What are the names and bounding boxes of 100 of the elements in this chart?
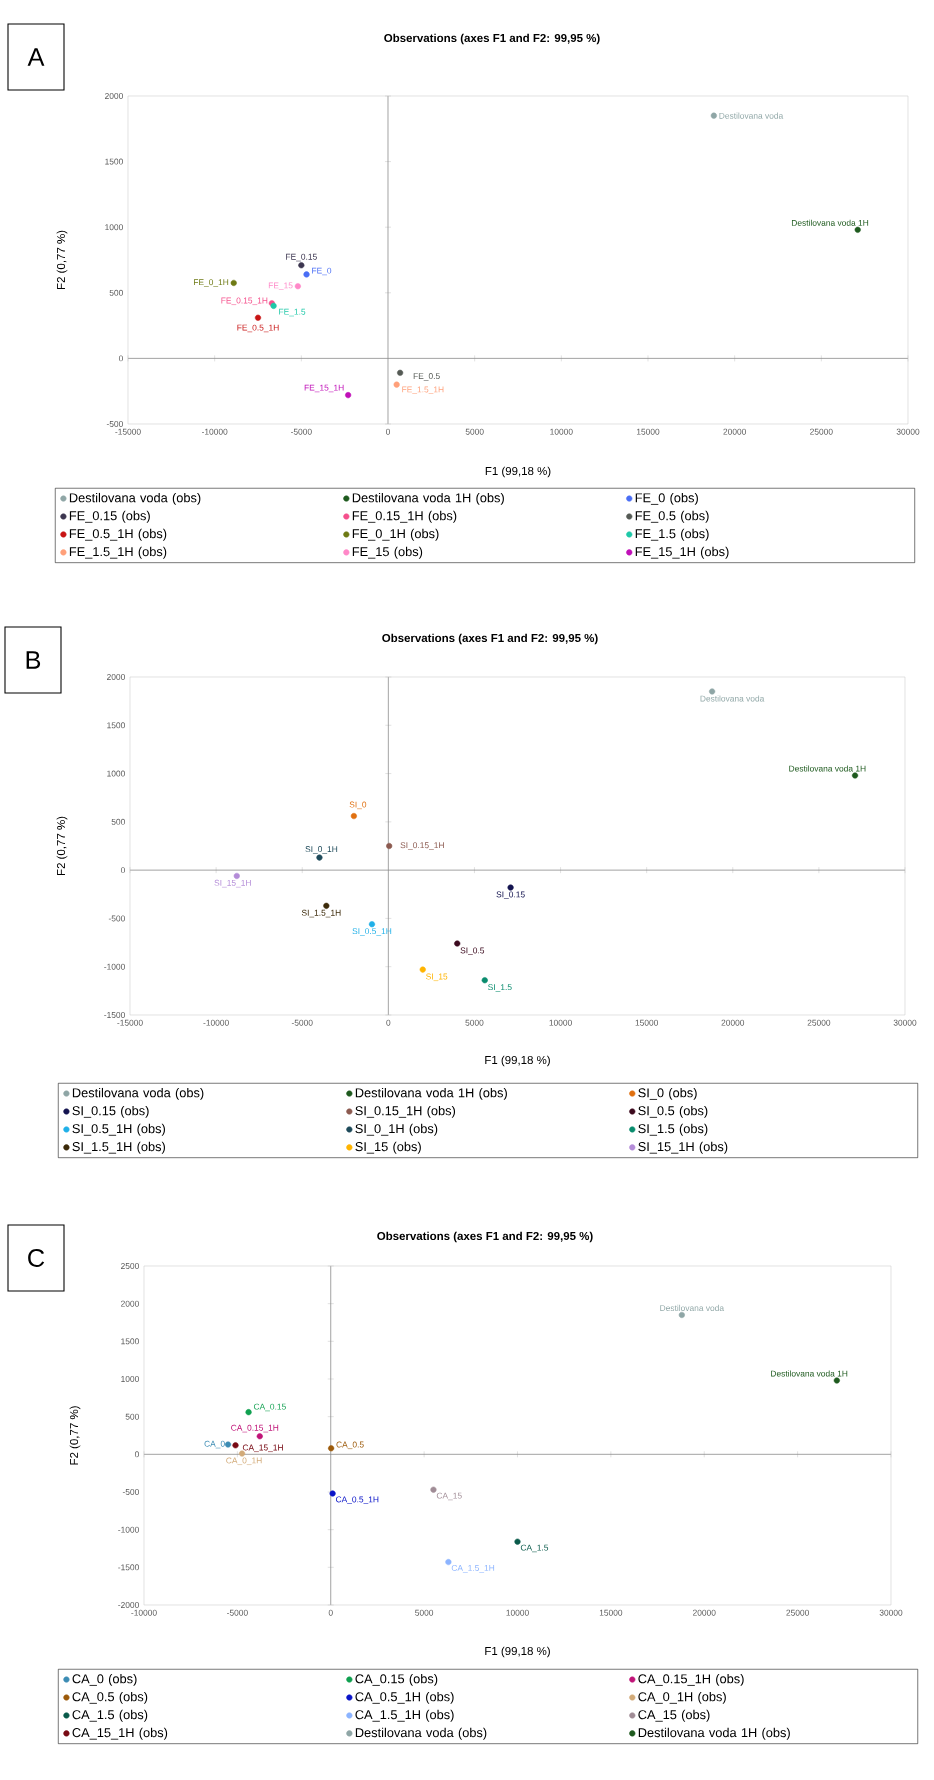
annotation: CA_0.15_1H [231,1424,279,1433]
x-axis-title: F1 (99,18 %) [485,1646,550,1658]
y-tick-label: -1000 [104,963,125,970]
point [454,940,461,947]
y-tick-label: 2000 [105,93,123,99]
annotation: FE_15 [268,282,293,290]
annotation: FE_0_1H [194,279,229,287]
x-tick-label: -5000 [291,1019,313,1026]
legend-label: FE_15_1H (obs) [635,546,729,559]
y-tick-label: -500 [108,915,125,922]
point [397,369,404,376]
y-tick-label: -1500 [104,1012,125,1018]
point [710,112,717,119]
annotation: CA_15_1H [242,1444,283,1453]
y-axis-title: F2 (0,77 %) [56,230,68,289]
x-tick-label: 15000 [635,1019,659,1026]
chart-title: Observations (axes F1 and F2: 99,95 %) [384,33,600,45]
legend-label: CA_1.5_1H (obs) [355,1709,454,1722]
legend-label: CA_0_1H (obs) [638,1691,726,1704]
y-tick-label: -500 [122,1489,139,1495]
legend-label: SI_0.5_1H (obs) [72,1123,165,1136]
annotation: FE_0.15 [286,253,317,262]
legend-label: FE_15 (obs) [352,546,423,559]
x-tick-label: 30000 [893,1019,917,1026]
point [386,842,393,850]
legend-label: Destilovana voda (obs) [69,492,201,505]
point [833,1377,840,1384]
annotation: Destilovana voda 1H [791,219,869,226]
legend-label: FE_0.15 (obs) [69,510,150,523]
y-tick-label: 1500 [121,1338,139,1345]
point [350,812,357,820]
chart-title: Observations (axes F1 and F2: 99,95 %) [382,633,598,645]
point [851,772,859,779]
point [328,1445,335,1452]
x-tick-label: 0 [386,1019,391,1026]
legend-label: SI_15 (obs) [355,1141,421,1154]
legend-label: CA_0.15 (obs) [355,1673,438,1686]
annotation: CA_15 [436,1492,462,1501]
x-tick-label: 25000 [810,428,833,435]
annotation: SI_0.15_1H [400,842,444,850]
point [445,1558,452,1566]
annotation: CA_0.5_1H [335,1496,379,1504]
annotation: FE_0.5_1H [237,324,279,333]
legend-label: SI_0_1H (obs) [355,1123,438,1136]
point [419,966,426,973]
x-axis-title: F1 (99,18 %) [485,466,551,478]
x-tick-label: -15000 [115,428,141,435]
annotation: SI_15 [426,973,448,982]
x-tick-label: 30000 [896,428,920,435]
y-tick-label: 1500 [105,158,123,165]
y-tick-label: 500 [109,289,123,296]
x-axis-title: F1 (99,18 %) [485,1055,550,1067]
x-tick-label: 20000 [721,1019,745,1026]
x-tick-label: 5000 [415,1609,434,1616]
y-tick-label: -1000 [118,1526,139,1533]
annotation: SI_1.5 [488,984,512,992]
legend-label: FE_0_1H (obs) [352,528,439,541]
y-tick-label: 1000 [107,770,125,777]
legend-label: SI_1.5_1H (obs) [72,1141,165,1154]
legend-label: Destilovana voda 1H (obs) [355,1087,507,1100]
x-tick-label: 20000 [723,428,747,435]
legend-label: Destilovana voda 1H (obs) [638,1727,790,1740]
y-axis-title: F2 (0,77 %) [69,1406,81,1465]
point [245,1409,252,1416]
annotation: SI_0.5 [460,947,485,955]
annotation: SI_0.5_1H [352,928,392,936]
x-tick-label: -5000 [290,428,312,435]
legend-label: Destilovana voda (obs) [72,1087,204,1100]
y-tick-label: 1500 [107,722,125,729]
x-tick-label: 5000 [465,428,484,435]
point [232,1442,239,1449]
y-tick-label: 0 [134,1451,139,1458]
x-tick-label: 10000 [550,428,573,435]
legend-label: SI_0 (obs) [638,1087,697,1100]
x-tick-label: 20000 [692,1609,716,1616]
legend-label: SI_15_1H (obs) [638,1141,728,1154]
text: A [27,48,45,66]
legend-label: FE_0.5_1H (obs) [69,528,167,541]
point [345,392,352,399]
legend-label: SI_1.5 (obs) [638,1123,708,1136]
y-tick-label: -2000 [118,1602,139,1608]
x-tick-label: 10000 [549,1019,572,1026]
legend-label: SI_0.15_1H (obs) [355,1105,456,1118]
annotation: SI_1.5_1H [301,909,341,918]
annotation: CA_0_1H [226,1457,262,1466]
legend-label: Destilovana voda 1H (obs) [352,492,504,505]
annotation: FE_0 [312,267,332,276]
legend-label: SI_0.5 (obs) [638,1105,708,1118]
annotation: CA_0.5 [336,1441,364,1450]
annotation: CA_0.15 [253,1403,286,1412]
y-tick-label: 2000 [121,1300,139,1307]
point [368,921,376,928]
point [329,1490,336,1497]
point [709,688,716,695]
y-tick-label: 2000 [107,674,125,680]
point [233,872,240,879]
point [514,1538,521,1545]
x-tick-label: -15000 [117,1019,143,1026]
legend-label: FE_1.5 (obs) [635,528,709,541]
annotation: SI_15_1H [214,879,251,888]
